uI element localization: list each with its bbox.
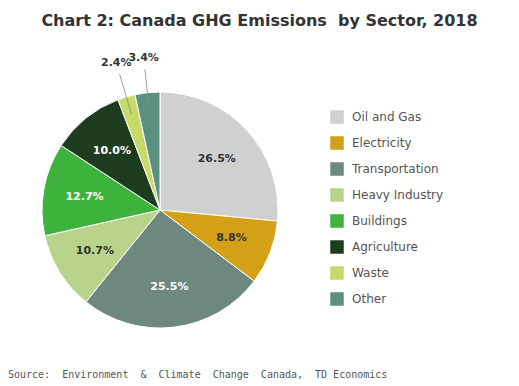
- leader-line: [120, 74, 132, 114]
- data-label: 8.8%: [216, 231, 247, 244]
- legend-label: Other: [352, 292, 386, 306]
- leader-line: [145, 69, 149, 110]
- legend-label: Heavy Industry: [352, 188, 443, 202]
- legend-label: Transportation: [351, 162, 439, 176]
- legend-swatch: [330, 214, 344, 228]
- data-label: 12.7%: [65, 190, 103, 203]
- legend-label: Waste: [352, 266, 389, 280]
- data-labels: 26.5% 8.8% 25.5% 10.7% 12.7% 10.0% 2.4%3.4%: [65, 51, 246, 293]
- legend-label: Buildings: [352, 214, 407, 228]
- legend-swatch: [330, 292, 344, 306]
- source-note: Source: Environment & Climate Change Can…: [8, 369, 387, 380]
- data-label: 10.7%: [76, 244, 114, 257]
- legend-swatch: [330, 188, 344, 202]
- data-label: 25.5%: [150, 280, 188, 293]
- legend: Oil and Gas Electricity Transportation Heav…: [330, 110, 443, 306]
- data-label: 10.0%: [93, 144, 131, 157]
- data-label: 26.5%: [198, 152, 236, 165]
- legend-swatch: [330, 162, 344, 176]
- pie-slice: [160, 92, 278, 221]
- legend-label: Agriculture: [352, 240, 418, 254]
- title: Chart 2: Canada GHG Emissions by Sector,…: [41, 11, 477, 30]
- legend-swatch: [330, 110, 344, 124]
- chart: Chart 2: Canada GHG Emissions by Sector,…: [0, 0, 519, 386]
- data-label: 2.4%: [101, 56, 132, 69]
- legend-label: Oil and Gas: [352, 110, 421, 124]
- data-label: 3.4%: [128, 51, 159, 64]
- legend-label: Electricity: [352, 136, 412, 150]
- legend-swatch: [330, 266, 344, 280]
- pie: [42, 92, 278, 328]
- pie-slice: [135, 92, 160, 210]
- legend-swatch: [330, 136, 344, 150]
- legend-swatch: [330, 240, 344, 254]
